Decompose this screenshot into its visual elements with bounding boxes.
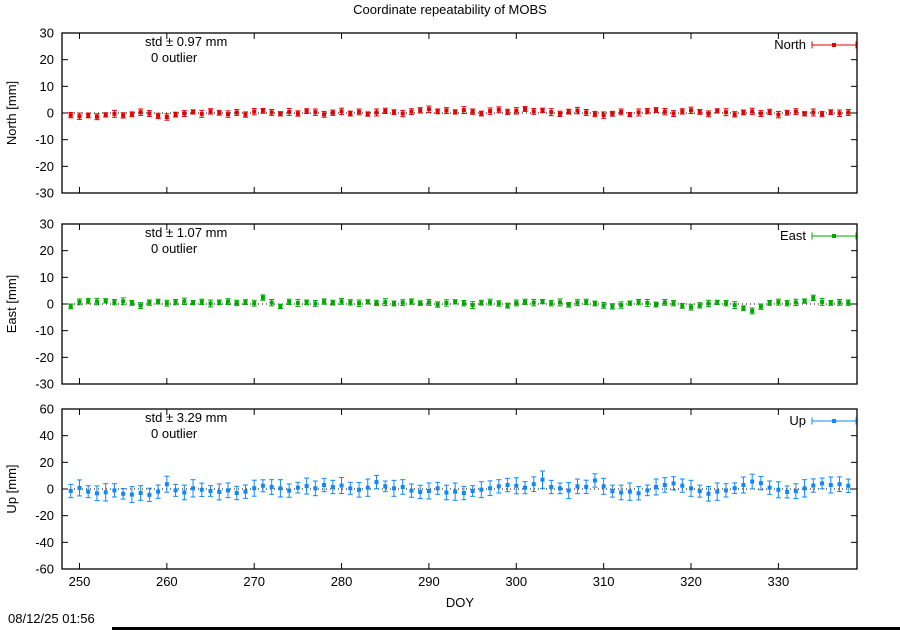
legend-label-east: East: [780, 228, 806, 243]
ytick-label: -60: [35, 562, 54, 577]
ylabel-north: North [mm]: [4, 81, 19, 145]
std-annotation-up: std ± 3.29 mm: [145, 410, 227, 425]
ytick-label: -10: [35, 323, 54, 338]
outlier-annotation-up: 0 outlier: [151, 426, 198, 441]
ytick-label: 60: [40, 402, 54, 417]
plot-panels: -30 -20 -10 0 10 20 30 -30 -20 -10 0 10 20 30 -60 -40 -2…: [35, 26, 858, 589]
xtick-label: 270: [243, 574, 265, 589]
data-series-north: [68, 105, 851, 121]
legend-sample-east: [811, 232, 857, 240]
ytick-label: 0: [47, 106, 54, 121]
ytick-label: 0: [47, 482, 54, 497]
ytick-label: -30: [35, 186, 54, 201]
ylabel-east: East [mm]: [4, 275, 19, 334]
panel-east: -30 -20 -10 0 10 20 30: [35, 217, 858, 392]
ytick-label: -30: [35, 377, 54, 392]
std-annotation-north: std ± 0.97 mm: [145, 34, 227, 49]
ytick-label: 20: [40, 52, 54, 67]
data-series-up: [68, 470, 851, 504]
ytick-label: 30: [40, 26, 54, 41]
legend-sample-north: [811, 41, 857, 49]
xtick-label: 260: [156, 574, 178, 589]
ytick-label: -20: [35, 159, 54, 174]
legend-label-north: North: [774, 37, 806, 52]
xtick-label: 310: [593, 574, 615, 589]
ytick-label: 10: [40, 79, 54, 94]
panel-north: -30 -20 -10 0 10 20 30: [35, 26, 858, 201]
xtick-label: 330: [768, 574, 790, 589]
ytick-label: 0: [47, 297, 54, 312]
xtick-label: 280: [331, 574, 353, 589]
ylabel-up: Up [mm]: [4, 464, 19, 513]
ytick-label: -10: [35, 132, 54, 147]
ytick-label: 40: [40, 428, 54, 443]
ytick-label: 30: [40, 217, 54, 232]
xtick-label: 300: [505, 574, 527, 589]
xtick-label: 250: [69, 574, 91, 589]
std-annotation-east: std ± 1.07 mm: [145, 225, 227, 240]
window-bottom-edge: [112, 627, 900, 630]
xtick-label: 290: [418, 574, 440, 589]
legend-label-up: Up: [789, 413, 806, 428]
chart-title: Coordinate repeatability of MOBS: [353, 2, 547, 17]
ytick-label: 20: [40, 243, 54, 258]
outlier-annotation-east: 0 outlier: [151, 241, 198, 256]
ytick-label: -20: [35, 350, 54, 365]
legend-sample-up: [811, 417, 857, 425]
ytick-label: -20: [35, 508, 54, 523]
panel-up: -60 -40 -20 0 20 40 60 250 260 270 280 290 300 310 320…: [35, 402, 858, 589]
outlier-annotation-north: 0 outlier: [151, 50, 198, 65]
xtick-label: 320: [680, 574, 702, 589]
xlabel: DOY: [446, 595, 475, 610]
ytick-label: -40: [35, 535, 54, 550]
timestamp: 08/12/25 01:56: [8, 611, 95, 626]
ytick-label: 20: [40, 455, 54, 470]
ytick-label: 10: [40, 270, 54, 285]
data-series-east: [68, 294, 851, 315]
